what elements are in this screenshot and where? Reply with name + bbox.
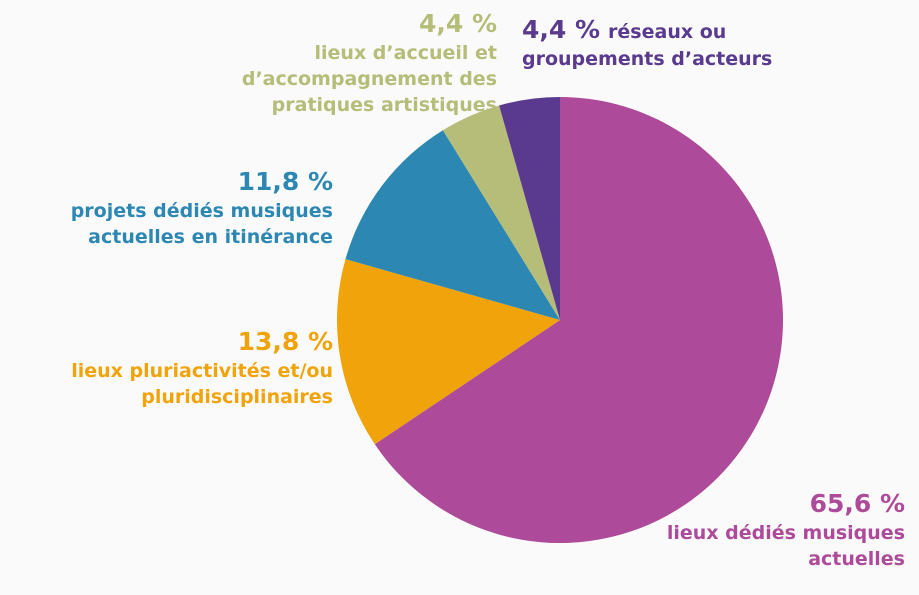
- pie-slice: [345, 130, 560, 320]
- slice-label: 4,4 % lieux d’accueil et d’accompagnement…: [167, 8, 497, 118]
- value-label: 65,6 %: [809, 489, 905, 518]
- category-label: lieux dédiés musiques actuelles: [666, 522, 905, 570]
- value-label: 13,8 %: [237, 327, 333, 356]
- slice-label: 4,4 % réseaux ou groupements d’acteurs: [522, 14, 852, 72]
- category-label: lieux pluriactivités et/ou pluridiscipli…: [71, 360, 333, 408]
- category-label: lieux d’accueil et d’accompagnement des …: [241, 42, 497, 116]
- pie-slice: [337, 259, 560, 445]
- slice-label: 13,8 % lieux pluriactivités et/ou pluridi…: [13, 326, 333, 410]
- value-label: 4,4 %: [418, 9, 497, 38]
- pie-slice: [442, 105, 560, 320]
- value-label: 4,4 %: [522, 15, 601, 44]
- category-label: projets dédiés musiques actuelles en iti…: [70, 200, 333, 248]
- slice-label: 65,6 % lieux dédiés musiques actuelles: [645, 488, 905, 572]
- category-label: réseaux ou groupements d’acteurs: [522, 21, 773, 70]
- value-label: 11,8 %: [237, 167, 333, 196]
- pie-slice: [374, 97, 783, 543]
- slice-label: 11,8 % projets dédiés musiques actuelles …: [3, 166, 333, 250]
- pie-slice: [499, 97, 560, 320]
